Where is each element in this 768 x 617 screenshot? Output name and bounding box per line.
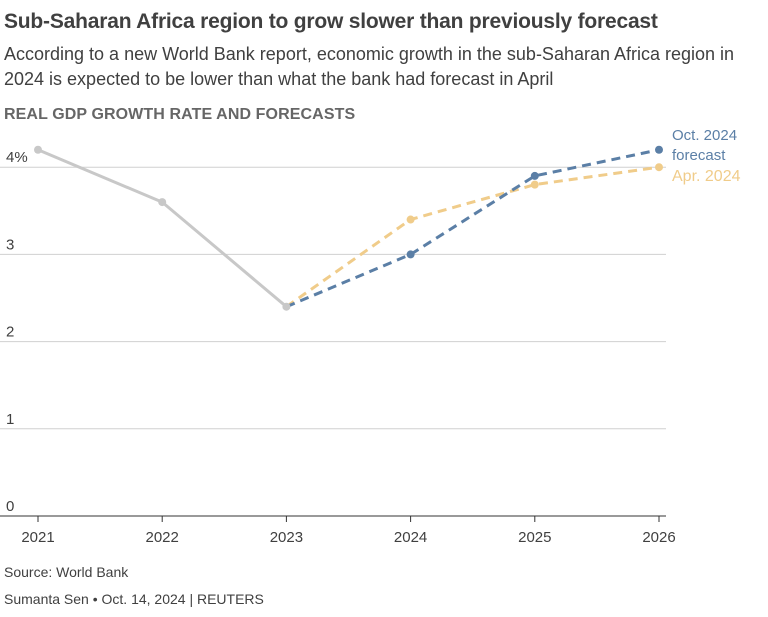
x-tick-label: 2024 bbox=[394, 529, 427, 546]
data-point-historical bbox=[34, 145, 42, 154]
credit-line: Sumanta Sen • Oct. 14, 2024 | REUTERS bbox=[4, 591, 264, 607]
x-axis: 2021 2022 2023 2024 2025 2026 bbox=[21, 516, 676, 546]
series-line-apr_2024 bbox=[285, 165, 660, 308]
chart-heading: REAL GDP GROWTH RATE AND FORECASTS bbox=[4, 106, 356, 123]
x-tick-label: 2022 bbox=[146, 529, 179, 546]
y-tick-label: 1 bbox=[6, 411, 14, 428]
legend: Oct. 2024 forecast Apr. 2024 bbox=[672, 127, 741, 185]
series bbox=[34, 145, 663, 311]
data-point-oct_2024 bbox=[530, 171, 539, 180]
x-tick-label: 2025 bbox=[518, 529, 551, 546]
gridlines bbox=[0, 166, 666, 517]
y-tick-label: 4% bbox=[6, 149, 28, 166]
x-tick-label: 2021 bbox=[21, 529, 54, 546]
y-axis-ticks: 0 1 2 3 4% bbox=[6, 149, 28, 515]
series-line-historical bbox=[37, 148, 288, 308]
y-tick-label: 2 bbox=[6, 324, 14, 341]
data-point-apr_2024 bbox=[406, 215, 415, 224]
data-point-oct_2024 bbox=[406, 250, 415, 259]
data-point-historical bbox=[158, 198, 167, 207]
legend-label-oct-2024: Oct. 2024 bbox=[672, 127, 737, 144]
series-line-oct_2024 bbox=[285, 148, 660, 309]
legend-label-apr-2024: Apr. 2024 bbox=[672, 168, 741, 185]
y-tick-label: 0 bbox=[6, 498, 14, 515]
y-tick-label: 3 bbox=[6, 236, 14, 253]
x-tick-label: 2023 bbox=[270, 529, 303, 546]
x-tick-label: 2026 bbox=[642, 529, 675, 546]
chart-title: Sub-Saharan Africa region to grow slower… bbox=[4, 10, 658, 33]
data-point-apr_2024 bbox=[655, 163, 663, 172]
data-point-apr_2024 bbox=[530, 180, 539, 189]
data-point-historical bbox=[282, 302, 291, 311]
legend-label-oct-2024: forecast bbox=[672, 147, 726, 164]
data-point-oct_2024 bbox=[655, 145, 663, 154]
chart-subtitle: According to a new World Bank report, ec… bbox=[4, 44, 735, 89]
source-note: Source: World Bank bbox=[4, 564, 129, 580]
